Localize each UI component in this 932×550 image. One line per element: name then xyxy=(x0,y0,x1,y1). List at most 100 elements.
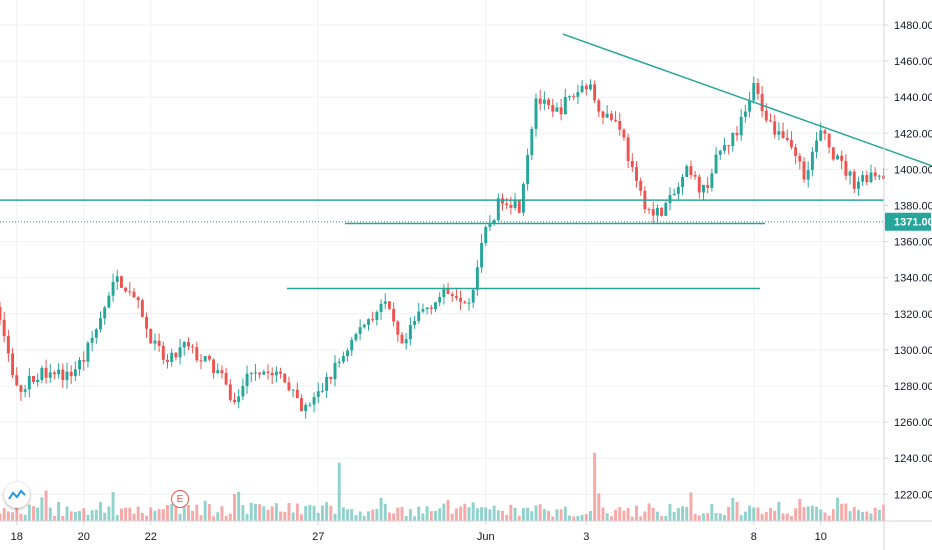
candle xyxy=(279,367,283,379)
tradingview-logo-icon[interactable] xyxy=(4,482,30,508)
volume-bar xyxy=(731,498,735,521)
volume-bar xyxy=(568,515,571,521)
volume-bar xyxy=(454,508,458,521)
candle-body xyxy=(605,113,609,118)
volume-bar xyxy=(400,506,404,521)
candle xyxy=(572,93,576,101)
candle xyxy=(551,98,555,118)
candle xyxy=(743,104,747,123)
candle xyxy=(212,358,216,379)
candle xyxy=(149,328,153,344)
candle xyxy=(145,312,149,338)
candle xyxy=(844,154,848,181)
volume-bar xyxy=(408,509,412,521)
current-price-tag[interactable] xyxy=(885,212,931,231)
volume-bar xyxy=(354,515,358,521)
candle xyxy=(501,193,504,211)
volume-bar xyxy=(262,506,266,521)
candle-body xyxy=(274,371,278,376)
candle-body xyxy=(48,372,52,378)
volume-bar xyxy=(186,505,190,521)
candle-body xyxy=(542,99,546,104)
volume-bar xyxy=(513,507,517,521)
volume-bar xyxy=(609,516,613,521)
candle-body xyxy=(806,170,810,180)
volume-bar xyxy=(856,510,860,521)
candle xyxy=(253,364,257,381)
volume-bar xyxy=(207,504,211,521)
candle xyxy=(249,371,253,383)
candle-body xyxy=(467,302,471,304)
candle-body xyxy=(681,176,685,188)
volume-bar xyxy=(752,507,756,521)
volume-bar xyxy=(467,507,471,521)
volume-bar xyxy=(555,509,559,521)
volume-bar xyxy=(103,512,107,521)
candle xyxy=(785,129,789,142)
candle xyxy=(94,327,98,344)
candle xyxy=(521,181,525,216)
candle-body xyxy=(358,327,362,334)
candle xyxy=(635,161,638,188)
candle xyxy=(337,358,341,368)
candle xyxy=(555,102,559,112)
volume-bar xyxy=(584,514,588,521)
candle-body xyxy=(710,173,714,188)
candle-body xyxy=(362,324,366,328)
candle xyxy=(23,385,27,398)
volume-bar xyxy=(496,510,500,521)
candle xyxy=(86,340,90,368)
volume-bar xyxy=(329,505,333,521)
candle-body xyxy=(308,404,312,406)
candle xyxy=(266,364,270,380)
candle-body xyxy=(873,172,877,177)
candle xyxy=(270,367,274,384)
candle xyxy=(831,147,835,162)
candle xyxy=(593,80,597,104)
volume-bar xyxy=(23,514,27,521)
candle-body xyxy=(107,295,111,308)
candle xyxy=(777,122,781,141)
volume-bar xyxy=(781,513,785,521)
candle xyxy=(174,352,178,361)
candle xyxy=(6,329,10,362)
candle-body xyxy=(706,184,710,188)
candle xyxy=(731,132,735,152)
volume-bar xyxy=(333,513,337,521)
candle-body xyxy=(140,300,144,317)
candle-body xyxy=(827,133,831,148)
volume-bar xyxy=(178,513,182,521)
candle xyxy=(454,289,458,301)
candle-body xyxy=(538,98,542,104)
candle xyxy=(78,357,82,376)
candle-body xyxy=(350,339,354,351)
volume-bar xyxy=(559,509,563,521)
candle xyxy=(400,331,404,344)
candle-body xyxy=(346,350,350,357)
earnings-event-icon[interactable]: E xyxy=(171,490,189,508)
candle-body xyxy=(463,301,467,304)
volume-bar xyxy=(153,510,157,521)
candle xyxy=(547,97,551,110)
candle-body xyxy=(521,183,525,213)
candle xyxy=(672,188,676,196)
grid-layer xyxy=(0,0,884,521)
candle xyxy=(626,133,630,169)
volume-bar xyxy=(341,507,345,521)
candle xyxy=(861,171,865,187)
trendline[interactable] xyxy=(562,33,932,236)
candle-body xyxy=(52,372,56,375)
candle-body xyxy=(115,276,119,282)
candle-body xyxy=(124,287,128,292)
candle xyxy=(467,297,471,311)
candle xyxy=(287,376,291,392)
annotation-layer[interactable] xyxy=(0,33,932,290)
candle xyxy=(542,91,546,111)
candle-body xyxy=(283,373,287,383)
volume-bar xyxy=(689,492,693,521)
volume-bar xyxy=(576,515,580,521)
candle-body xyxy=(371,319,375,321)
volume-bar xyxy=(78,511,82,521)
